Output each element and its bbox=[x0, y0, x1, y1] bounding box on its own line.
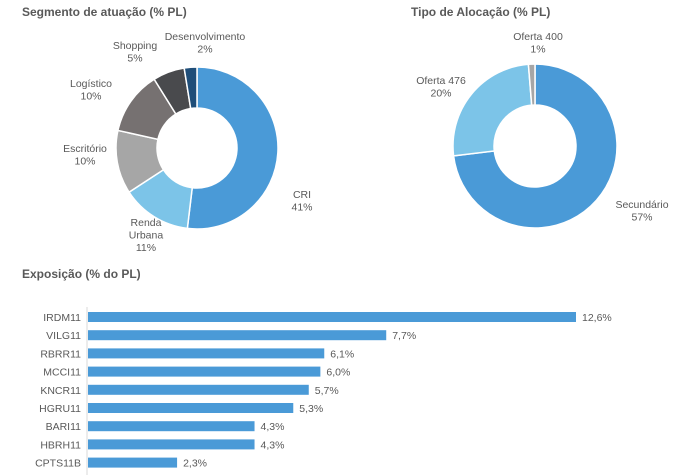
label-logistico-0: Logístico bbox=[70, 78, 112, 90]
segment-donut-chart: CRI41%RendaUrbana11%Escritório10%Logísti… bbox=[63, 31, 312, 254]
label-escritorio-1: 10% bbox=[74, 156, 95, 168]
bar-irdm11 bbox=[88, 312, 576, 322]
label-cri-0: CRI bbox=[293, 189, 311, 201]
label-oferta-400-0: Oferta 400 bbox=[513, 31, 563, 43]
slice-secundario bbox=[452, 63, 618, 229]
label-desenvolvimento-1: 2% bbox=[197, 44, 212, 56]
label-renda-urbana-0: Renda bbox=[131, 217, 162, 229]
bar-hbrh11 bbox=[88, 439, 255, 450]
label-secundario-0: Secundário bbox=[615, 199, 668, 211]
exposure-bar-chart: IRDM11 12,6% VILG11 7,7% RBRR11 6,1% MCCI11 6,0… bbox=[35, 307, 612, 475]
bar-bari11 bbox=[88, 421, 255, 432]
bar-value-kncr11: 5,7% bbox=[315, 385, 339, 397]
bar-mcci11 bbox=[88, 366, 321, 377]
segment-chart-title: Segmento de atuação (% PL) bbox=[22, 5, 187, 19]
bar-value-mcci11: 6,0% bbox=[326, 367, 350, 379]
bar-value-rbrr11: 6,1% bbox=[330, 348, 354, 360]
bar-value-bari11: 4,3% bbox=[261, 421, 285, 433]
bar-category-bari11: BARI11 bbox=[46, 421, 82, 433]
slice-oferta-476 bbox=[452, 63, 533, 157]
label-shopping-0: Shopping bbox=[113, 40, 158, 52]
label-secundario-1: 57% bbox=[631, 212, 652, 224]
label-logistico-1: 10% bbox=[80, 91, 101, 103]
label-escritorio-0: Escritório bbox=[63, 143, 107, 155]
bar-category-mcci11: MCCI11 bbox=[43, 367, 81, 379]
bar-cpts11b bbox=[88, 457, 178, 468]
bar-rbrr11 bbox=[88, 348, 325, 359]
bar-category-hbrh11: HBRH11 bbox=[40, 439, 81, 451]
label-oferta-400-1: 1% bbox=[530, 44, 545, 56]
bar-category-rbrr11: RBRR11 bbox=[40, 348, 81, 360]
bar-kncr11 bbox=[88, 384, 309, 395]
slice-cri bbox=[186, 66, 279, 230]
bar-hgru11 bbox=[88, 403, 294, 413]
label-cri-1: 41% bbox=[291, 202, 312, 214]
bar-value-vilg11: 7,7% bbox=[392, 330, 416, 342]
label-desenvolvimento-0: Desenvolvimento bbox=[165, 31, 246, 43]
label-oferta-476-1: 20% bbox=[430, 88, 451, 100]
allocation-chart-title: Tipo de Alocação (% PL) bbox=[411, 5, 551, 19]
bar-value-hgru11: 5,3% bbox=[299, 403, 323, 415]
label-renda-urbana-2: 11% bbox=[136, 242, 156, 254]
bar-value-cpts11b: 2,3% bbox=[183, 458, 207, 470]
bar-category-irdm11: IRDM11 bbox=[43, 312, 81, 324]
label-renda-urbana-1: Urbana bbox=[129, 230, 164, 242]
bar-category-kncr11: KNCR11 bbox=[40, 385, 81, 397]
label-shopping-1: 5% bbox=[127, 53, 142, 65]
bar-category-cpts11b: CPTS11B bbox=[35, 458, 81, 470]
bar-category-vilg11: VILG11 bbox=[46, 330, 81, 342]
slice-oferta-400 bbox=[527, 63, 536, 106]
bar-vilg11 bbox=[88, 330, 387, 341]
bar-value-hbrh11: 4,3% bbox=[261, 439, 285, 451]
bar-value-irdm11: 12,6% bbox=[582, 312, 612, 324]
label-oferta-476-0: Oferta 476 bbox=[416, 75, 466, 87]
slice-desenvolvimento bbox=[183, 66, 198, 110]
bar-category-hgru11: HGRU11 bbox=[39, 403, 81, 415]
exposure-chart-title: Exposição (% do PL) bbox=[22, 267, 141, 281]
